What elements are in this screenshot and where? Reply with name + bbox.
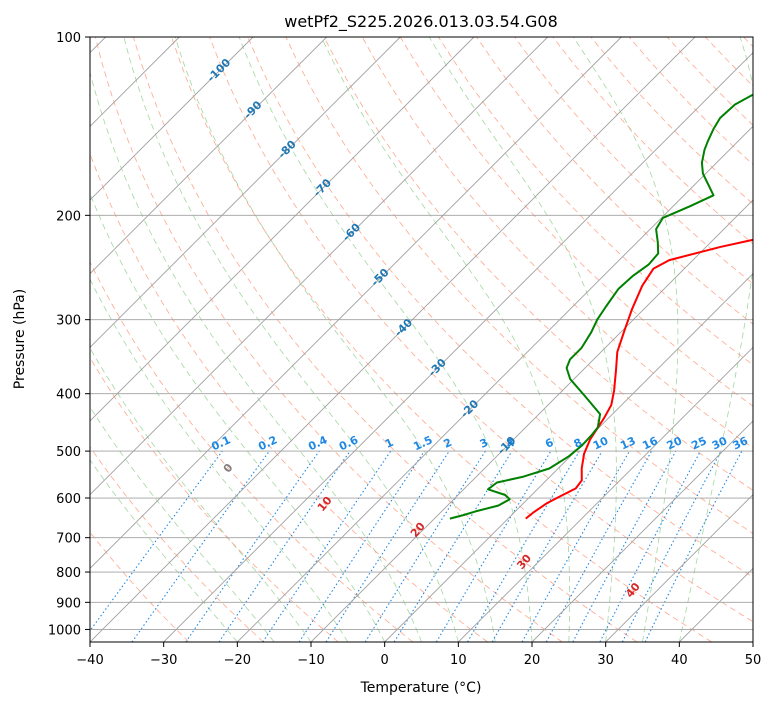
sounding-series xyxy=(449,93,753,520)
y-tick-label: 900 xyxy=(56,596,81,611)
y-axis-title: Pressure (hPa) xyxy=(12,289,28,389)
temperature-line xyxy=(525,238,753,520)
dewpoint-line xyxy=(449,93,753,520)
x-tick-label: −10 xyxy=(297,653,324,668)
mixing-ratio-line xyxy=(545,450,653,642)
dry-adiabat-line xyxy=(90,446,264,642)
mixing-ratio-label: 25 xyxy=(689,434,708,452)
dry-adiabat-line xyxy=(90,261,414,642)
y-tick-label: 400 xyxy=(56,388,81,403)
isotherm-line xyxy=(90,37,401,348)
mixing-ratio-line xyxy=(325,450,450,642)
moist-adiabat-line xyxy=(90,278,349,642)
y-tick-label: 600 xyxy=(56,492,81,507)
moist-adiabat-line xyxy=(123,37,459,642)
isotherms xyxy=(90,37,753,642)
dry-adiabat-line xyxy=(133,37,638,642)
mixing-ratio-label: 16 xyxy=(640,434,660,452)
mixing-ratio-line xyxy=(262,450,392,642)
mixing-ratio-line xyxy=(644,450,743,642)
moist-adiabat-line xyxy=(320,37,570,642)
moist-adiabat-line xyxy=(90,192,386,642)
x-tick-label: 40 xyxy=(671,653,688,668)
isotherm-line xyxy=(90,37,254,201)
mixing-ratio-line xyxy=(131,450,270,642)
plot-frame xyxy=(89,36,754,643)
isotherm-line xyxy=(90,37,548,496)
mixing-ratio-line xyxy=(90,450,223,632)
dry-adiabat-line xyxy=(514,37,753,285)
moist-adiabat-line xyxy=(238,37,533,642)
moist-adiabat-line xyxy=(428,37,617,642)
x-tick-label: 0 xyxy=(381,653,389,668)
isotherm-line xyxy=(163,52,753,642)
y-tick-label: 100 xyxy=(56,31,81,46)
mixing-ratio-line xyxy=(393,450,513,642)
mixing-ratio-lines xyxy=(90,450,743,642)
dry-adiabat-line xyxy=(323,37,753,491)
x-axis-title: Temperature (°C) xyxy=(360,680,482,696)
mixing-ratio-line xyxy=(185,450,320,642)
y-tick-label: 300 xyxy=(56,314,81,329)
dry-adiabat-line xyxy=(476,37,753,325)
isotherm-line xyxy=(605,494,753,642)
moist-adiabat-line xyxy=(90,70,422,642)
y-tick-label: 800 xyxy=(56,566,81,581)
moist-adiabat-line xyxy=(90,406,275,642)
x-tick-label: 20 xyxy=(524,653,541,668)
y-tick-label: 1000 xyxy=(48,623,81,638)
mixing-ratio-label: 30 xyxy=(710,434,730,452)
y-axis-ticks: 100 200 300 400 500 600 700 800 900 1000 xyxy=(48,31,90,638)
moist-adiabats xyxy=(90,37,753,642)
dry-adiabat-line xyxy=(90,357,339,642)
x-tick-label: 10 xyxy=(450,653,467,668)
isotherm-line xyxy=(310,199,753,642)
isotherm-line xyxy=(90,37,475,422)
y-tick-label: 700 xyxy=(56,532,81,547)
isotherm-line xyxy=(90,37,327,275)
x-tick-label: −20 xyxy=(224,653,251,668)
moist-adiabat-line xyxy=(90,459,238,642)
moist-adiabat-line xyxy=(174,37,496,642)
x-tick-label: −30 xyxy=(150,653,177,668)
isotherm-line xyxy=(237,125,753,642)
isotherm-line xyxy=(458,346,753,642)
mixing-ratio-line xyxy=(521,450,630,642)
dry-adiabat-line xyxy=(171,37,712,642)
y-tick-label: 500 xyxy=(56,445,81,460)
x-tick-label: 50 xyxy=(745,653,762,668)
dry-adiabat-line xyxy=(247,37,753,578)
isotherm-line xyxy=(90,37,696,642)
mixing-ratio-line xyxy=(218,450,351,642)
mixing-ratio-label: 10 xyxy=(591,434,611,452)
mixing-ratio-line xyxy=(298,450,425,642)
isotherm-line xyxy=(384,273,753,642)
dry-adiabat-line xyxy=(94,37,563,642)
moist-adiabat-line xyxy=(572,37,679,642)
y-tick-label: 200 xyxy=(56,209,81,224)
isotherm-line xyxy=(531,420,753,642)
mixing-ratio-label: 13 xyxy=(618,434,637,452)
moist-adiabat-line xyxy=(678,37,753,642)
mixing-ratio-label: 20 xyxy=(665,434,685,452)
chart-title: wetPf2_S225.2026.013.03.54.G08 xyxy=(284,12,558,32)
x-axis-ticks: −40 −30 −20 −10 0 10 20 30 40 50 xyxy=(76,642,761,668)
plot-area: 0.1 0.2 0.4 0.6 1 1.5 2 3 4 6 8 10 13 16 20 25 30 36-100-… xyxy=(90,37,753,642)
dry-adiabat-line xyxy=(209,37,753,623)
dry-adiabats xyxy=(90,37,753,642)
mixing-ratio-line xyxy=(572,450,677,642)
mixing-ratio-label: 36 xyxy=(731,434,751,452)
pressure-gridlines xyxy=(90,37,753,630)
x-tick-label: 30 xyxy=(597,653,614,668)
dry-adiabat-line xyxy=(285,37,753,534)
isotherm-line xyxy=(90,37,622,569)
x-tick-label: −40 xyxy=(76,653,103,668)
